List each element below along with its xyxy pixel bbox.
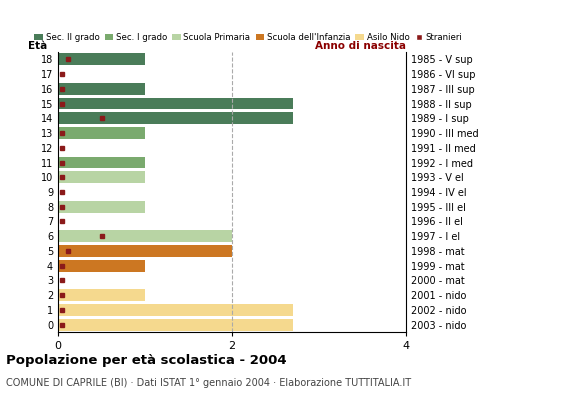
Bar — [58, 289, 145, 301]
Bar — [58, 319, 293, 330]
Bar — [58, 157, 145, 168]
Bar — [58, 201, 145, 213]
Bar — [58, 54, 145, 65]
Bar — [58, 230, 232, 242]
Bar — [58, 304, 293, 316]
Legend: Sec. II grado, Sec. I grado, Scuola Primaria, Scuola dell'Infanzia, Asilo Nido, : Sec. II grado, Sec. I grado, Scuola Prim… — [34, 33, 462, 42]
Bar — [58, 260, 145, 272]
Bar — [58, 127, 145, 139]
Text: COMUNE DI CAPRILE (BI) · Dati ISTAT 1° gennaio 2004 · Elaborazione TUTTITALIA.IT: COMUNE DI CAPRILE (BI) · Dati ISTAT 1° g… — [6, 378, 411, 388]
Text: Età: Età — [28, 41, 48, 51]
Text: Popolazione per età scolastica - 2004: Popolazione per età scolastica - 2004 — [6, 354, 287, 367]
Text: Anno di nascita: Anno di nascita — [315, 41, 406, 51]
Bar — [58, 98, 293, 110]
Bar — [58, 83, 145, 95]
Bar — [58, 171, 145, 183]
Bar — [58, 112, 293, 124]
Bar — [58, 245, 232, 257]
